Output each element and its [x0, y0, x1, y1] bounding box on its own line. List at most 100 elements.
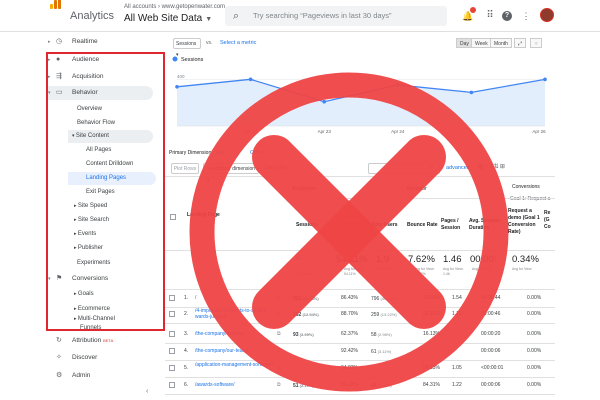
- vs-label: vs.: [206, 40, 213, 46]
- row-checkbox[interactable]: [169, 382, 175, 388]
- notifications-icon[interactable]: 🔔: [462, 11, 474, 21]
- open-page-icon: ⧉: [277, 311, 281, 317]
- sidebar-item-publisher[interactable]: ▸ Publisher: [74, 245, 103, 251]
- sidebar-item-events[interactable]: ▸ Events: [74, 231, 97, 237]
- table-row[interactable]: 3. /the-company/openwa ⧉ 93 (3.99%) 62.37% 58…: [165, 327, 555, 342]
- collapse-sidebar-icon[interactable]: ‹: [146, 388, 149, 395]
- sidebar-item-ecommerce[interactable]: ▸ Ecommerce: [74, 306, 110, 312]
- metric-select[interactable]: Sessions ▾: [173, 38, 201, 58]
- motion-chart-toggle-icon[interactable]: ⁘: [530, 38, 543, 48]
- open-page-icon: ⧉: [277, 348, 281, 354]
- table-row[interactable]: 2. /4-important-elements-to-send-a-wards-…: [165, 307, 555, 322]
- caret-right-icon: ▸: [74, 245, 78, 251]
- col-new-users[interactable]: New Users: [372, 222, 398, 228]
- caret-down-icon: ▾: [72, 133, 76, 139]
- row-number: 2.: [184, 311, 189, 317]
- landing-page-link[interactable]: /the-company/openwa: [195, 331, 245, 337]
- sidebar-item-exit-pages[interactable]: Exit Pages: [86, 189, 115, 195]
- landing-page-link[interactable]: /the-company/our-team/: [195, 348, 249, 354]
- table-row[interactable]: 1. / ⧉ 921 (39.56%) 86.43% 796 (40.63%) 78.94%…: [165, 291, 555, 306]
- caret-right-icon: ▸: [48, 57, 51, 63]
- row-checkbox[interactable]: [169, 348, 175, 354]
- row-checkbox[interactable]: [169, 295, 175, 301]
- sidebar-item-all-pages[interactable]: All Pages: [86, 147, 112, 153]
- sidebar-item-site-speed[interactable]: ▸ Site Speed: [74, 203, 108, 209]
- data-point[interactable]: [175, 85, 179, 89]
- col-bounce-rate[interactable]: Bounce Rate: [407, 222, 438, 228]
- col-next[interactable]: Re (G Co: [544, 210, 551, 230]
- table-row[interactable]: 4. /the-company/our-team/ ⧉ 92.42% 61 (3.11%…: [165, 344, 555, 359]
- other-dimension-link[interactable]: Other: [250, 150, 264, 156]
- attribution-icon: ↻: [56, 337, 62, 344]
- sidebar-item-multi-channel[interactable]: ▸ Multi-Channel: [74, 316, 115, 322]
- landing-page-dimension-link[interactable]: Lan: [216, 150, 226, 156]
- sidebar-item-goals[interactable]: ▸ Goals: [74, 291, 94, 297]
- col-sessions[interactable]: Sessions: [296, 222, 318, 228]
- row-checkbox[interactable]: [169, 365, 175, 371]
- select-metric-link[interactable]: Select a metric: [220, 40, 257, 46]
- data-point[interactable]: [469, 90, 474, 95]
- row-checkbox[interactable]: [169, 331, 175, 337]
- data-point[interactable]: [322, 99, 326, 104]
- total-conv-note: Avg for View: [512, 267, 532, 271]
- sidebar-item-overview[interactable]: Overview: [77, 106, 103, 112]
- sidebar-item-content-drilldown[interactable]: Content Drilldown: [86, 161, 134, 167]
- select-all-checkbox[interactable]: [170, 214, 176, 220]
- landing-page-link[interactable]: /: [195, 295, 197, 301]
- cell-conversion-rate: 0.00%: [527, 295, 542, 301]
- caret-right-icon: ▸: [74, 316, 78, 322]
- sidebar-item-landing-pages[interactable]: Landing Pages: [68, 172, 156, 185]
- legend-marker: [172, 56, 178, 62]
- col-conversion-rate[interactable]: Request a demo (Goal 1 Conversion Rate): [508, 208, 540, 235]
- x-tick-label: Apr 24: [391, 129, 405, 134]
- cell-new-sessions: 86.43%: [341, 295, 358, 301]
- sidebar-item-behavior-flow[interactable]: Behavior Flow: [77, 120, 116, 126]
- data-point[interactable]: [543, 77, 547, 82]
- open-page-icon: ⧉: [277, 365, 281, 371]
- table-view-icons[interactable]: ▦◔≡⇅⊞: [478, 164, 506, 170]
- landing-page-link[interactable]: /awards-software/: [195, 382, 235, 388]
- data-point[interactable]: [248, 77, 253, 82]
- advanced-filter-link[interactable]: advanced: [446, 165, 470, 171]
- primary-dimension-label: Primary Dimension:: [169, 150, 213, 156]
- cell-pages-per-session: 1.22: [452, 382, 462, 388]
- col-landing-page[interactable]: Landing Page: [187, 212, 220, 218]
- col-pages-per-session[interactable]: Pages / Session: [441, 218, 461, 231]
- help-icon[interactable]: ?: [502, 11, 512, 21]
- row-checkbox[interactable]: [169, 311, 175, 317]
- cell-new-sessions: 88.70%: [341, 311, 358, 317]
- accounts-breadcrumb[interactable]: All accounts › www.getopenwater.com: [124, 4, 226, 10]
- table-row[interactable]: 6. /awards-software/ ⧉ 51 (2.19%) 86.27% 44 (…: [165, 378, 555, 393]
- apps-icon[interactable]: ⠿: [486, 10, 494, 21]
- behavior-group-header: Behavior: [407, 186, 427, 192]
- sidebar-item-site-search[interactable]: ▸ Site Search: [74, 217, 109, 223]
- col-new-sessions[interactable]: % New Sessions: [341, 214, 363, 227]
- tab-week[interactable]: Week: [471, 38, 492, 48]
- sidebar-item-behavior[interactable]: ▾ ▭ Behavior: [46, 86, 153, 100]
- sidebar-item-site-content[interactable]: ▾ Site Content: [68, 130, 153, 143]
- cell-new-users: 44 (2.25%): [371, 383, 392, 389]
- cell-new-sessions: 62.37%: [341, 331, 358, 337]
- cell-new-users-pct: (2.25%): [376, 383, 392, 388]
- table-row[interactable]: 5. /application-management-software/⧉ 94.8…: [165, 361, 555, 376]
- goal-selector[interactable]: Goal 1: Request a: [510, 196, 551, 202]
- line-chart-toggle-icon[interactable]: ⤢: [514, 38, 527, 48]
- tab-month[interactable]: Month: [490, 38, 512, 48]
- sidebar-item-experiments[interactable]: Experiments: [77, 260, 111, 266]
- landing-page-link[interactable]: /application-management-software/: [195, 362, 274, 368]
- data-point[interactable]: [396, 83, 400, 87]
- plot-rows-button[interactable]: Plot Rows: [171, 163, 199, 174]
- cell-new-users: 58 (2.96%): [371, 332, 392, 338]
- property-name: All Web Site Data: [124, 13, 203, 24]
- person-icon: ●: [56, 56, 61, 63]
- cell-sessions: 93 (3.99%): [293, 332, 314, 338]
- secondary-dimension-select[interactable]: Secondary dimension ▾: [203, 163, 259, 183]
- avatar[interactable]: [540, 8, 554, 22]
- x-tick-label: Apr 22: [244, 129, 258, 134]
- property-selector[interactable]: All Web Site Data ▼: [124, 13, 212, 24]
- more-icon[interactable]: ⋮: [521, 11, 531, 21]
- landing-page-link[interactable]: /4-important-elements-to-send-a-wards-ju…: [195, 308, 269, 320]
- search-input[interactable]: ⌕ Try searching “Pageviews in last 30 da…: [225, 6, 447, 26]
- col-avg-session-duration[interactable]: Avg. Session Duration: [469, 218, 501, 231]
- sidebar-item-multi-channel-2: Funnels: [80, 325, 102, 331]
